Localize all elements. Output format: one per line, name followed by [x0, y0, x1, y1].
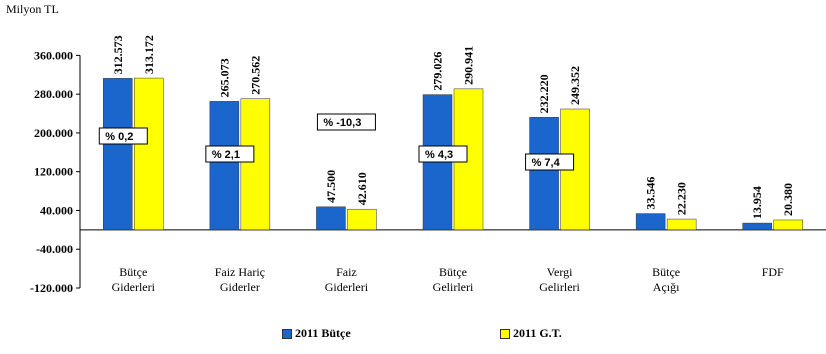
x-tick-label: Bütçe [439, 265, 467, 279]
legend-label-2011-gt: 2011 G.T. [513, 326, 562, 340]
percent-change-label: % 7,4 [532, 157, 561, 169]
y-tick-label: -120.000 [30, 281, 73, 295]
percent-change-label: % 4,3 [425, 149, 453, 161]
data-label: 290.941 [462, 46, 476, 85]
percent-change-box [525, 153, 575, 171]
bar-2011-gt [240, 98, 271, 231]
data-label: 47.500 [324, 170, 338, 203]
data-label: 13.954 [750, 186, 764, 219]
x-tick-label: Giderler [220, 280, 260, 294]
legend-swatch-2011-gt [500, 328, 510, 339]
percent-change-label: % 0,2 [105, 131, 133, 143]
bar-2011-butce [209, 101, 240, 231]
percent-change-label: % 2,1 [212, 149, 240, 161]
x-tick-label: Gelirleri [539, 280, 580, 294]
legend-item-2011-gt: 2011 G.T. [500, 326, 562, 341]
data-label: 20.380 [781, 183, 795, 216]
x-tick-label: Faiz [336, 265, 357, 279]
bar-2011-butce [635, 213, 666, 231]
legend-label-2011-butce: 2011 Bütçe [295, 326, 351, 340]
percent-change-box [418, 145, 468, 163]
bar-2011-gt [773, 219, 803, 231]
bar-2011-gt [347, 208, 377, 231]
bar-2011-butce [529, 117, 559, 231]
data-label: 312.573 [111, 35, 125, 74]
x-tick-label: Giderleri [325, 280, 369, 294]
y-tick-label: 360.000 [34, 48, 73, 62]
data-label: 42.610 [355, 172, 369, 205]
x-tick-label: Faiz Hariç [215, 265, 265, 279]
percent-change-box [98, 127, 148, 145]
x-tick-label: FDF [762, 265, 784, 279]
y-axis-unit-label: Milyon TL [6, 2, 59, 16]
x-tick-label: Bütçe [119, 265, 147, 279]
data-label: 22.230 [675, 182, 689, 215]
y-tick-label: 120.000 [34, 165, 73, 179]
y-tick-label: 40.000 [40, 203, 73, 217]
x-tick-label: Giderleri [112, 280, 156, 294]
bar-2011-butce [742, 222, 772, 231]
legend-swatch-2011-butce [282, 328, 292, 339]
bar-2011-gt [666, 218, 697, 231]
data-label: 232.220 [537, 74, 551, 113]
legend-item-2011-butce: 2011 Bütçe [282, 326, 351, 341]
data-label: 249.352 [568, 66, 582, 105]
percent-change-box [316, 113, 376, 131]
y-tick-label: 280.000 [34, 87, 73, 101]
bar-2011-butce [103, 78, 133, 231]
bar-2011-gt [134, 77, 164, 231]
data-label: 33.546 [644, 177, 658, 210]
y-tick-label: -40.000 [36, 242, 73, 256]
data-label: 313.172 [142, 35, 156, 74]
data-label: 279.026 [431, 52, 445, 91]
percent-change-box [205, 145, 255, 163]
percent-change-label: % -10,3 [323, 117, 361, 129]
data-label: 265.073 [217, 58, 231, 97]
x-tick-label: Gelirleri [433, 280, 474, 294]
data-label: 270.562 [248, 56, 262, 95]
bar-2011-butce [316, 206, 346, 231]
x-tick-label: Bütçe [652, 265, 680, 279]
x-tick-label: Açığı [653, 280, 680, 294]
x-tick-label: Vergi [547, 265, 573, 279]
y-tick-label: 200.000 [34, 126, 73, 140]
